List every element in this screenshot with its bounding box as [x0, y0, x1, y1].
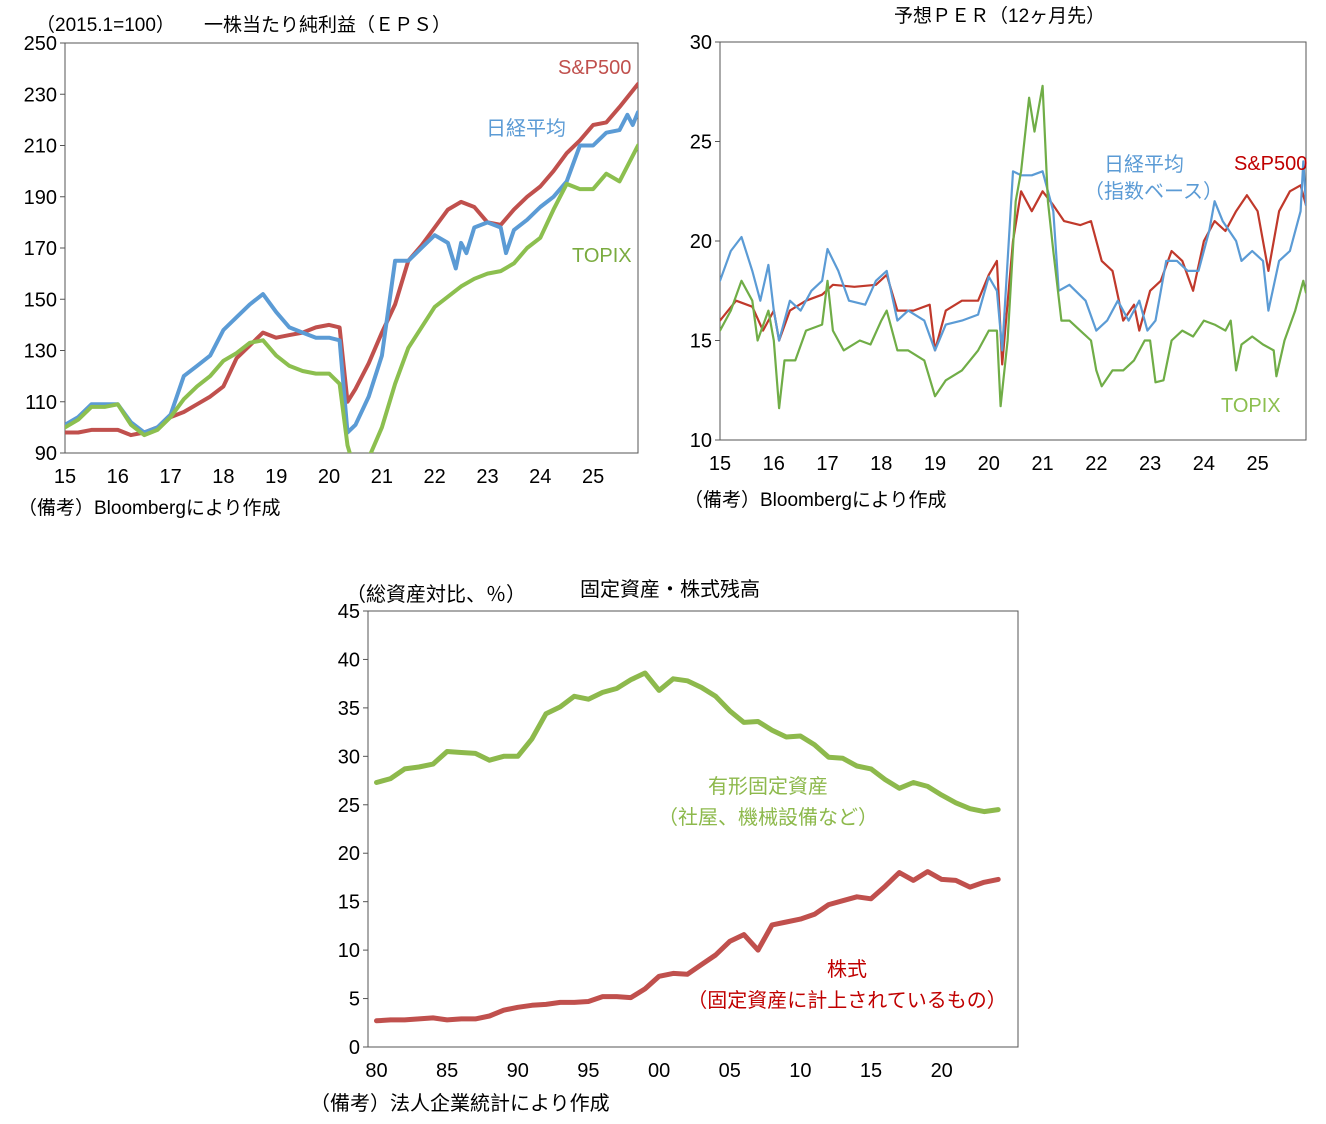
eps-y-tick-label: 110 — [25, 392, 57, 414]
per-x-tick-label: 20 — [978, 453, 1000, 475]
eps-y-tick-label: 130 — [24, 341, 57, 363]
assets-x-tick-label: 95 — [577, 1060, 599, 1082]
per-x-tick-label: 17 — [816, 453, 838, 475]
per-legend-topix: TOPIX — [1221, 395, 1281, 417]
per-x-tick-label: 23 — [1139, 453, 1161, 475]
assets-y-tick-label: 30 — [338, 746, 360, 768]
assets-y-tick-label: 10 — [338, 940, 360, 962]
assets-series-line-1 — [374, 869, 1001, 1024]
per-x-tick-label: 16 — [763, 453, 785, 475]
eps-x-tick-label: 21 — [371, 466, 393, 488]
per-x-tick-label: 19 — [924, 453, 946, 475]
eps-source-note: （備考）Bloombergにより作成 — [18, 497, 281, 519]
assets-label-fixed-sub: （社屋、機械設備など） — [658, 806, 878, 829]
eps-y-tick-label: 210 — [24, 136, 57, 158]
assets-x-tick-label: 00 — [648, 1060, 670, 1082]
assets-y-tick-label: 0 — [349, 1037, 360, 1059]
eps-y-unit: （2015.1=100） — [36, 14, 175, 36]
eps-x-tick-label: 23 — [476, 466, 498, 488]
eps-x-tick-label: 19 — [265, 466, 287, 488]
assets-y-tick-label: 15 — [338, 892, 360, 914]
eps-title: 一株当たり純利益（ＥＰＳ） — [204, 14, 451, 36]
assets-y-tick-label: 45 — [338, 601, 360, 623]
assets-label-stocks: 株式 — [827, 958, 867, 981]
eps-y-tick-label: 90 — [35, 443, 57, 465]
per-y-tick-label: 25 — [690, 132, 712, 154]
per-y-tick-label: 20 — [690, 231, 712, 253]
assets-x-tick-label: 20 — [931, 1060, 953, 1082]
per-series-line-1 — [720, 160, 1306, 352]
eps-x-tick-label: 20 — [318, 466, 340, 488]
eps-legend-topix: TOPIX — [572, 245, 632, 267]
assets-lines — [374, 670, 1001, 1024]
eps-series-line-1 — [65, 110, 638, 435]
assets-y-tick-label: 25 — [338, 795, 360, 817]
per-x-tick-label: 18 — [870, 453, 892, 475]
eps-chart: （2015.1=100） 一株当たり純利益（ＥＰＳ） （備考）Bloomberg… — [18, 14, 639, 519]
per-legend-nikkei: 日経平均 — [1104, 153, 1184, 176]
assets-x-tick-label: 10 — [789, 1060, 811, 1082]
eps-plot-frame — [64, 42, 639, 454]
per-legend-sp500: S&P500 — [1234, 153, 1307, 175]
per-y-tick-label: 10 — [690, 430, 712, 452]
per-lines — [720, 84, 1306, 410]
eps-x-tick-label: 15 — [54, 466, 76, 488]
eps-lines — [65, 82, 638, 453]
per-chart: 予想ＰＥＲ（12ヶ月先） （備考）Bloombergにより作成 10152025… — [684, 5, 1307, 511]
eps-x-tick-label: 17 — [159, 466, 181, 488]
per-series-line-2 — [720, 84, 1306, 410]
per-x-tick-label: 25 — [1246, 453, 1268, 475]
assets-x-tick-label: 15 — [860, 1060, 882, 1082]
eps-legend-sp500: S&P500 — [558, 57, 631, 79]
per-title: 予想ＰＥＲ（12ヶ月先） — [894, 5, 1105, 27]
eps-x-tick-label: 25 — [582, 466, 604, 488]
assets-label-fixed: 有形固定資産 — [708, 775, 828, 798]
assets-x-tick-label: 85 — [436, 1060, 458, 1082]
assets-source-note: （備考）法人企業統計により作成 — [310, 1092, 610, 1115]
per-x-tick-label: 24 — [1193, 453, 1215, 475]
eps-x-tick-label: 22 — [424, 466, 446, 488]
eps-legend-nikkei: 日経平均 — [486, 117, 566, 140]
assets-series-line-0 — [374, 670, 1001, 815]
per-x-tick-label: 22 — [1085, 453, 1107, 475]
assets-y-tick-label: 5 — [349, 989, 360, 1011]
per-source-note: （備考）Bloombergにより作成 — [684, 489, 947, 511]
assets-label-stocks-sub: （固定資産に計上されているもの） — [687, 989, 1006, 1012]
eps-y-tick-label: 170 — [24, 238, 57, 260]
eps-y-tick-label: 150 — [24, 289, 57, 311]
per-x-tick-label: 15 — [709, 453, 731, 475]
eps-x-tick-label: 18 — [212, 466, 234, 488]
assets-y-tick-label: 40 — [338, 649, 360, 671]
eps-x-tick-label: 24 — [529, 466, 551, 488]
assets-plot-frame — [367, 610, 1019, 1048]
per-y-tick-label: 15 — [690, 331, 712, 353]
assets-x-tick-label: 90 — [507, 1060, 529, 1082]
assets-y-tick-label: 35 — [338, 698, 360, 720]
per-legend-nikkei-sub: （指数ベース） — [1084, 180, 1223, 203]
per-x-tick-label: 21 — [1031, 453, 1053, 475]
eps-x-tick-label: 16 — [107, 466, 129, 488]
assets-y-tick-label: 20 — [338, 843, 360, 865]
per-y-tick-label: 30 — [690, 32, 712, 54]
assets-chart: （総資産対比、％） 固定資産・株式残高 （備考）法人企業統計により作成 0510… — [310, 578, 1019, 1115]
assets-x-tick-label: 80 — [365, 1060, 387, 1082]
eps-y-tick-label: 250 — [24, 33, 57, 55]
eps-series-line-2 — [65, 143, 638, 453]
eps-axes: 90 110 130 150 170 190 210 230 250 15 16 17 18 19 20 21… — [24, 33, 605, 488]
assets-title: 固定資産・株式残高 — [580, 578, 760, 601]
assets-y-unit: （総資産対比、％） — [346, 583, 526, 606]
assets-x-tick-label: 05 — [719, 1060, 741, 1082]
eps-y-tick-label: 190 — [24, 187, 57, 209]
eps-y-tick-label: 230 — [24, 84, 57, 106]
